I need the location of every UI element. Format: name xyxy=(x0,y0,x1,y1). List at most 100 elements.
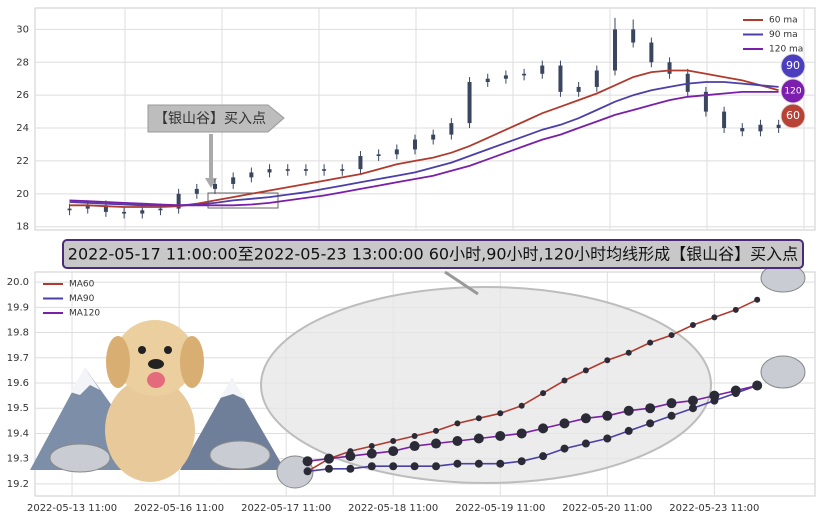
candle-body xyxy=(213,183,217,189)
ma-point xyxy=(367,462,376,471)
candle-body xyxy=(649,42,654,63)
ma-point xyxy=(711,314,718,321)
ma-point xyxy=(646,419,655,428)
ma-point xyxy=(431,438,442,449)
ma-point xyxy=(689,321,696,328)
candle-body xyxy=(522,73,527,76)
dog-eye xyxy=(138,346,146,354)
candle-body xyxy=(722,111,727,129)
y-tick-label: 19.8 xyxy=(7,328,29,339)
highlight-ellipse xyxy=(260,286,712,484)
ma-point xyxy=(388,446,399,457)
ma-point xyxy=(559,418,570,429)
ma-point xyxy=(518,402,525,409)
annotation-arrow-head xyxy=(205,178,217,188)
ma-point xyxy=(540,390,547,397)
ma-point xyxy=(323,453,334,464)
ma-point xyxy=(582,367,589,374)
ma-point xyxy=(668,332,675,339)
candle-body xyxy=(558,65,563,92)
ma-point xyxy=(561,377,568,384)
ma-line xyxy=(307,298,758,472)
badge xyxy=(780,53,806,79)
ma-point xyxy=(539,452,548,461)
legend-label: 90 ma xyxy=(769,30,798,40)
legend-label: 60 ma xyxy=(769,16,798,26)
ma-point xyxy=(647,339,654,346)
ma-point xyxy=(688,404,697,413)
y-tick-label: 22 xyxy=(16,156,29,167)
ma-point xyxy=(366,448,377,459)
pointer-arrow xyxy=(444,270,479,296)
candle-body xyxy=(158,208,163,211)
candle-body xyxy=(540,65,545,74)
ma-point xyxy=(389,462,398,471)
candle-body xyxy=(85,205,90,209)
candle-body xyxy=(358,156,363,170)
candle-body xyxy=(485,78,490,82)
y-tick-label: 26 xyxy=(16,90,29,101)
ma-point xyxy=(732,306,739,313)
x-tick-label: 2022-05-16 11:00 xyxy=(134,503,224,514)
dog-ear xyxy=(106,336,130,388)
highlight-box xyxy=(207,192,279,209)
dog-eye xyxy=(164,346,172,354)
ma-point xyxy=(474,459,483,468)
ma-point xyxy=(346,464,355,473)
candle-body xyxy=(413,139,417,150)
ma-point xyxy=(345,451,356,462)
ma-point xyxy=(473,433,484,444)
ma-point xyxy=(411,432,418,439)
candle-body xyxy=(740,128,745,132)
annotation-box xyxy=(147,104,285,133)
ma-point xyxy=(687,395,698,406)
ma-point xyxy=(580,413,591,424)
legend-label: MA90 xyxy=(69,294,95,304)
legend-label: 120 ma xyxy=(769,45,803,55)
candle-body xyxy=(431,134,436,140)
y-tick-label: 24 xyxy=(16,123,29,134)
ma-point xyxy=(517,457,526,466)
y-tick-label: 19.9 xyxy=(7,302,29,313)
mountain-snow xyxy=(220,378,246,400)
legend-label: MA120 xyxy=(69,309,100,319)
x-tick-label: 2022-05-19 11:00 xyxy=(455,503,545,514)
candle-body xyxy=(140,210,145,214)
y-tick-label: 19.7 xyxy=(7,353,29,364)
y-tick-label: 19.3 xyxy=(7,454,29,465)
x-tick-label: 2022-05-20 11:00 xyxy=(562,503,652,514)
annotation-text: 【银山谷】买入点 xyxy=(154,111,266,127)
ma-point xyxy=(452,436,463,447)
ma-point xyxy=(497,410,504,417)
ma-point xyxy=(623,405,634,416)
candle-body xyxy=(303,169,308,171)
badge-label: 90 xyxy=(786,59,800,72)
banner-text: 2022-05-17 11:00:00至2022-05-23 13:00:00 … xyxy=(68,245,798,264)
ma-point xyxy=(302,456,313,467)
ingot xyxy=(209,440,271,470)
candle-body xyxy=(576,86,581,92)
ma-point xyxy=(368,443,375,450)
y-tick-label: 30 xyxy=(16,24,29,35)
badge-label: 60 xyxy=(786,109,800,122)
candle-body xyxy=(667,62,672,74)
y-tick-label: 19.4 xyxy=(7,428,29,439)
candle-body xyxy=(176,193,181,209)
candle-body xyxy=(776,124,781,129)
candle-body xyxy=(122,211,127,214)
candle-body xyxy=(467,82,472,124)
ma-point xyxy=(581,439,590,448)
ma-point xyxy=(453,459,462,468)
x-tick-label: 2022-05-17 11:00 xyxy=(241,503,331,514)
ma-point xyxy=(303,467,312,476)
ma-point xyxy=(604,357,611,364)
candle-body xyxy=(103,205,108,212)
ma-point xyxy=(410,462,419,471)
candle-body xyxy=(194,188,199,194)
ma-point xyxy=(454,420,461,427)
candle-body xyxy=(503,75,508,79)
legend-label: MA60 xyxy=(69,280,95,290)
candle-body xyxy=(631,29,636,43)
ma-point xyxy=(667,411,676,420)
